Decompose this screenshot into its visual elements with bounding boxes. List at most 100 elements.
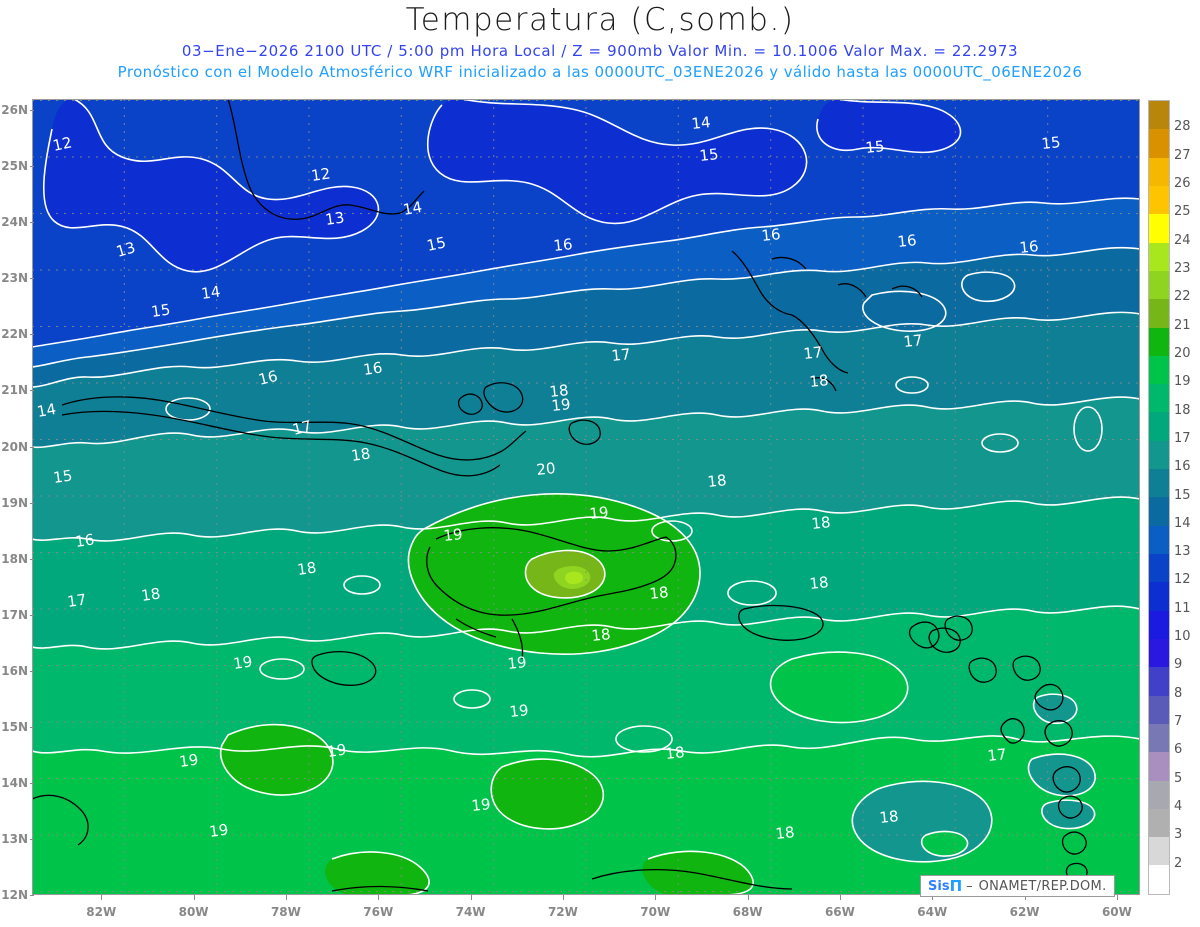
colorbar-band	[1149, 157, 1169, 186]
svg-text:19: 19	[589, 503, 610, 523]
colorbar-tick-16: 16	[1174, 459, 1191, 475]
longitude-tick-66w: 66W	[824, 905, 855, 919]
longitude-tick-76w: 76W	[363, 905, 394, 919]
svg-text:18: 18	[591, 625, 612, 645]
latitude-tick-mark	[30, 110, 34, 112]
svg-text:16: 16	[1019, 237, 1040, 257]
latitude-tick-26n: 26N	[1, 103, 28, 118]
svg-text:15: 15	[865, 137, 886, 157]
latitude-tick-12n: 12N	[1, 888, 28, 902]
svg-text:18: 18	[649, 583, 670, 603]
colorbar-tick-4: 4	[1174, 799, 1183, 815]
latitude-tick-mark	[30, 614, 34, 616]
latitude-tick-mark	[30, 278, 34, 280]
colorbar-tick-13: 13	[1174, 544, 1191, 560]
colorbar-tick-23: 23	[1174, 260, 1191, 276]
longitude-tick-72w: 72W	[547, 905, 578, 919]
latitude-tick-14n: 14N	[1, 775, 28, 790]
page-title: Temperatura (C,somb.)	[405, 2, 795, 38]
svg-text:19: 19	[471, 795, 492, 815]
longitude-tick-74w: 74W	[455, 905, 486, 919]
svg-text:15: 15	[425, 233, 447, 255]
coastlines	[32, 99, 1088, 892]
colorbar-band	[1149, 525, 1169, 554]
latitude-tick-mark	[30, 558, 34, 560]
contour-labels: 12 12 13 13 14 14 15 15 14 15 15 15 16 1…	[36, 113, 1062, 843]
colorbar-band	[1149, 752, 1169, 781]
svg-text:19: 19	[208, 820, 229, 840]
colorbar-band	[1149, 214, 1169, 243]
colorbar-band	[1149, 412, 1169, 441]
colorbar-tick-27: 27	[1174, 147, 1191, 163]
temperature-map[interactable]: 12 12 13 13 14 14 15 15 14 15 15 15 16 1…	[32, 99, 1140, 895]
latitude-tick-mark	[30, 782, 34, 784]
colorbar-tick-6: 6	[1174, 742, 1183, 758]
svg-text:12: 12	[51, 133, 73, 155]
svg-text:14: 14	[200, 282, 221, 302]
latitude-tick-mark	[30, 446, 34, 448]
longitude-tick-60w: 60W	[1101, 905, 1132, 919]
svg-text:14: 14	[691, 113, 712, 133]
colorbar-tick-21: 21	[1174, 317, 1191, 333]
svg-text:19: 19	[507, 653, 528, 673]
svg-text:14: 14	[36, 400, 58, 421]
colorbar-tick-7: 7	[1174, 714, 1183, 730]
colorbar-tick-5: 5	[1174, 770, 1183, 786]
longitude-tick-64w: 64W	[917, 905, 948, 919]
svg-text:15: 15	[150, 300, 171, 320]
svg-text:18: 18	[140, 584, 161, 604]
longitude-tick-mark	[378, 895, 380, 900]
svg-text:15: 15	[699, 145, 720, 165]
colorbar-tick-9: 9	[1174, 657, 1183, 673]
svg-text:19: 19	[443, 525, 464, 545]
colorbar-tick-26: 26	[1174, 175, 1191, 191]
svg-text:13: 13	[114, 238, 137, 261]
svg-text:17: 17	[803, 343, 824, 363]
svg-text:18: 18	[809, 573, 830, 593]
longitude-tick-mark	[193, 895, 195, 900]
colorbar-tick-8: 8	[1174, 685, 1183, 701]
colorbar-band	[1149, 185, 1169, 215]
longitude-tick-mark	[932, 895, 934, 900]
longitude-tick-mark	[1024, 895, 1026, 900]
longitude-tick-mark	[562, 895, 564, 900]
svg-text:18: 18	[879, 807, 900, 827]
latitude-tick-15n: 15N	[1, 719, 28, 734]
svg-text:18: 18	[549, 381, 570, 401]
svg-text:15: 15	[1041, 133, 1062, 153]
svg-text:16: 16	[257, 367, 280, 389]
longitude-tick-68w: 68W	[732, 905, 763, 919]
agency-text: ONAMET/REP.DOM.	[978, 878, 1107, 894]
svg-text:18: 18	[296, 558, 317, 578]
latitude-tick-mark	[30, 726, 34, 728]
colorbar-band	[1149, 780, 1169, 809]
colorbar-band	[1149, 129, 1169, 158]
colorbar-band	[1149, 270, 1169, 300]
colorbar-band	[1149, 695, 1169, 724]
svg-text:16: 16	[553, 235, 574, 255]
map-gridlines	[32, 99, 1140, 895]
colorbar-band	[1149, 327, 1169, 356]
colorbar-tick-18: 18	[1174, 402, 1191, 418]
colorbar-tick-19: 19	[1174, 374, 1191, 390]
colorbar[interactable]	[1148, 100, 1170, 895]
colorbar-band	[1149, 638, 1169, 668]
colorbar-band	[1149, 723, 1169, 753]
svg-text:18: 18	[775, 823, 796, 843]
map-svg: 12 12 13 13 14 14 15 15 14 15 15 15 16 1…	[32, 99, 1140, 895]
svg-text:17: 17	[66, 590, 87, 610]
svg-text:17: 17	[291, 417, 314, 439]
colorbar-tick-15: 15	[1174, 487, 1191, 503]
longitude-tick-mark	[470, 895, 472, 900]
svg-text:18: 18	[707, 471, 728, 491]
colorbar-band	[1149, 837, 1169, 866]
latitude-tick-25n: 25N	[1, 159, 28, 174]
latitude-tick-mark	[30, 502, 34, 504]
colorbar-band	[1149, 384, 1169, 413]
svg-text:17: 17	[611, 345, 632, 365]
latitude-tick-16n: 16N	[1, 663, 28, 678]
colorbar-band	[1149, 242, 1169, 271]
longitude-tick-mark	[1116, 895, 1118, 900]
latitude-tick-18n: 18N	[1, 551, 28, 566]
